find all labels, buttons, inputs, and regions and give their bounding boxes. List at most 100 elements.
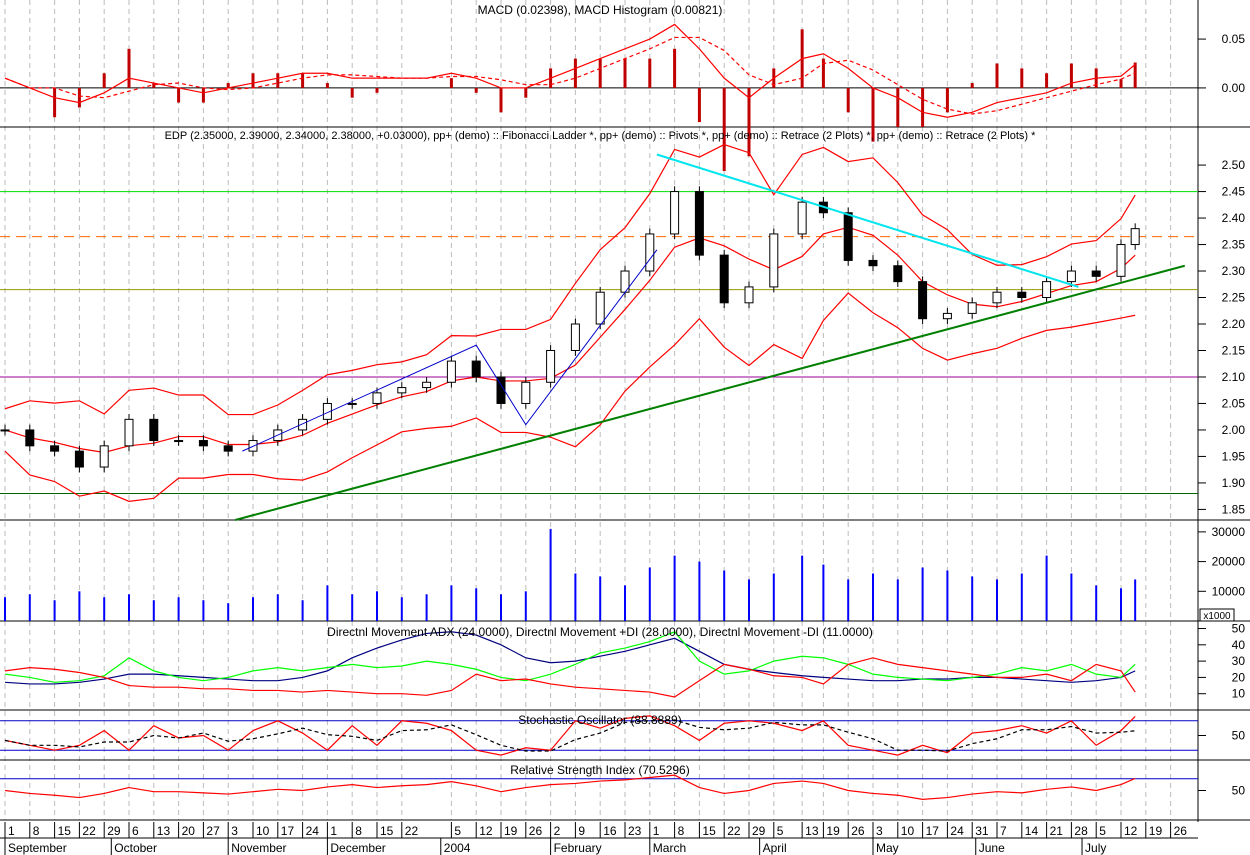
- y-tick-label: 10: [1232, 687, 1246, 701]
- candle-body: [967, 302, 977, 314]
- bollinger-lower: [4, 292, 1136, 502]
- candle-body: [422, 381, 432, 389]
- y-tick-label: 2.35: [1222, 238, 1246, 252]
- candle-body: [595, 291, 605, 325]
- x-tick-label: 16: [603, 824, 617, 838]
- month-label: April: [763, 841, 787, 855]
- x-tick-label: 28: [1074, 824, 1088, 838]
- y-tick-label: 50: [1232, 784, 1246, 798]
- x-tick-label: 15: [58, 824, 72, 838]
- y-tick-label: 50: [1232, 729, 1246, 743]
- candle-body: [74, 450, 84, 468]
- month-label: September: [8, 841, 67, 855]
- month-label: November: [231, 841, 286, 855]
- candle-body: [769, 233, 779, 288]
- candle-body: [1066, 270, 1076, 283]
- stochastic-k-line: [4, 715, 1136, 756]
- candle-body: [942, 312, 952, 320]
- y-tick-label: 1.85: [1222, 502, 1246, 516]
- x-tick-label: 5: [454, 824, 461, 838]
- x-tick-label: 26: [851, 824, 865, 838]
- x-tick-label: 29: [752, 824, 766, 838]
- x-tick-label: 1: [653, 824, 660, 838]
- x-tick-label: 3: [231, 824, 238, 838]
- trendline: [235, 264, 1186, 521]
- candle-body: [0, 429, 10, 432]
- y-tick-label: 2.30: [1222, 264, 1246, 278]
- y-tick-label: 40: [1232, 638, 1246, 652]
- x-tick-label: 31: [975, 824, 989, 838]
- x-tick-label: 23: [628, 824, 642, 838]
- x-tick-label: 10: [256, 824, 270, 838]
- y-tick-label: 50: [1232, 622, 1246, 636]
- candle-body: [797, 201, 807, 235]
- candle-body: [446, 360, 456, 383]
- x-tick-label: 1: [8, 824, 15, 838]
- volume-unit: x1000: [1203, 611, 1231, 622]
- y-tick-label: 2.50: [1222, 158, 1246, 172]
- candle-body: [1116, 244, 1126, 277]
- candle-body: [347, 402, 357, 405]
- month-label: July: [1085, 841, 1106, 855]
- x-tick-label: 1: [330, 824, 337, 838]
- candle-body: [471, 360, 481, 378]
- x-tick-label: 17: [926, 824, 940, 838]
- x-tick-label: 22: [82, 824, 96, 838]
- y-tick-label: 0.05: [1222, 32, 1246, 46]
- candle-body: [1017, 291, 1027, 299]
- candle-body: [198, 440, 208, 447]
- x-tick-label: 22: [727, 824, 741, 838]
- candle-body: [50, 445, 60, 452]
- x-tick-label: 2: [554, 824, 561, 838]
- x-tick-label: 12: [479, 824, 493, 838]
- candle-body: [124, 418, 134, 447]
- x-tick-label: 13: [157, 824, 171, 838]
- x-tick-label: 8: [678, 824, 685, 838]
- candle-body: [496, 376, 506, 404]
- month-label: May: [876, 841, 899, 855]
- y-tick-label: 30000: [1212, 525, 1246, 539]
- candle-body: [149, 418, 159, 442]
- x-tick-label: 20: [182, 824, 196, 838]
- candle-body: [223, 445, 233, 452]
- x-tick-label: 21: [1050, 824, 1064, 838]
- macd-signal-line: [4, 36, 1136, 115]
- macd-title: MACD (0.02398), MACD Histogram (0.00821): [478, 3, 723, 17]
- y-tick-label: 2.00: [1222, 423, 1246, 437]
- x-tick-label: 10: [901, 824, 915, 838]
- bollinger-mid: [4, 226, 1136, 454]
- x-tick-label: 19: [826, 824, 840, 838]
- x-tick-label: 26: [529, 824, 543, 838]
- candle-body: [174, 440, 184, 443]
- x-tick-label: 7: [1000, 824, 1007, 838]
- y-tick-label: 2.25: [1222, 291, 1246, 305]
- price-title: EDP (2.35000, 2.39000, 2.34000, 2.38000,…: [165, 130, 1037, 142]
- dmi-minus_di-line: [4, 657, 1136, 698]
- x-tick-label: 26: [1174, 824, 1188, 838]
- x-tick-label: 19: [1149, 824, 1163, 838]
- y-tick-label: 1.90: [1222, 476, 1246, 490]
- trendline: [242, 249, 658, 452]
- month-label: December: [330, 841, 385, 855]
- stochastic-title: Stochastic Oscillator (88.8889): [518, 713, 681, 727]
- rsi-title: Relative Strength Index (70.5296): [510, 763, 689, 777]
- grid: [4, 0, 1172, 820]
- y-tick-label: 2.20: [1222, 317, 1246, 331]
- candle-body: [397, 387, 407, 394]
- y-tick-label: 2.40: [1222, 211, 1246, 225]
- y-tick-label: 2.45: [1222, 185, 1246, 199]
- x-tick-label: 13: [805, 824, 819, 838]
- month-label: March: [653, 841, 686, 855]
- x-tick-label: 15: [702, 824, 716, 838]
- trendline: [656, 153, 1079, 288]
- candle-body: [843, 212, 853, 261]
- candle-body: [1091, 270, 1101, 277]
- x-tick-label: 24: [306, 824, 320, 838]
- dmi-title: Directnl Movement ADX (24.0000), Directn…: [327, 625, 873, 639]
- candle-body: [744, 286, 754, 304]
- x-tick-label: 15: [380, 824, 394, 838]
- candle-body: [372, 392, 382, 404]
- y-tick-label: 1.95: [1222, 449, 1246, 463]
